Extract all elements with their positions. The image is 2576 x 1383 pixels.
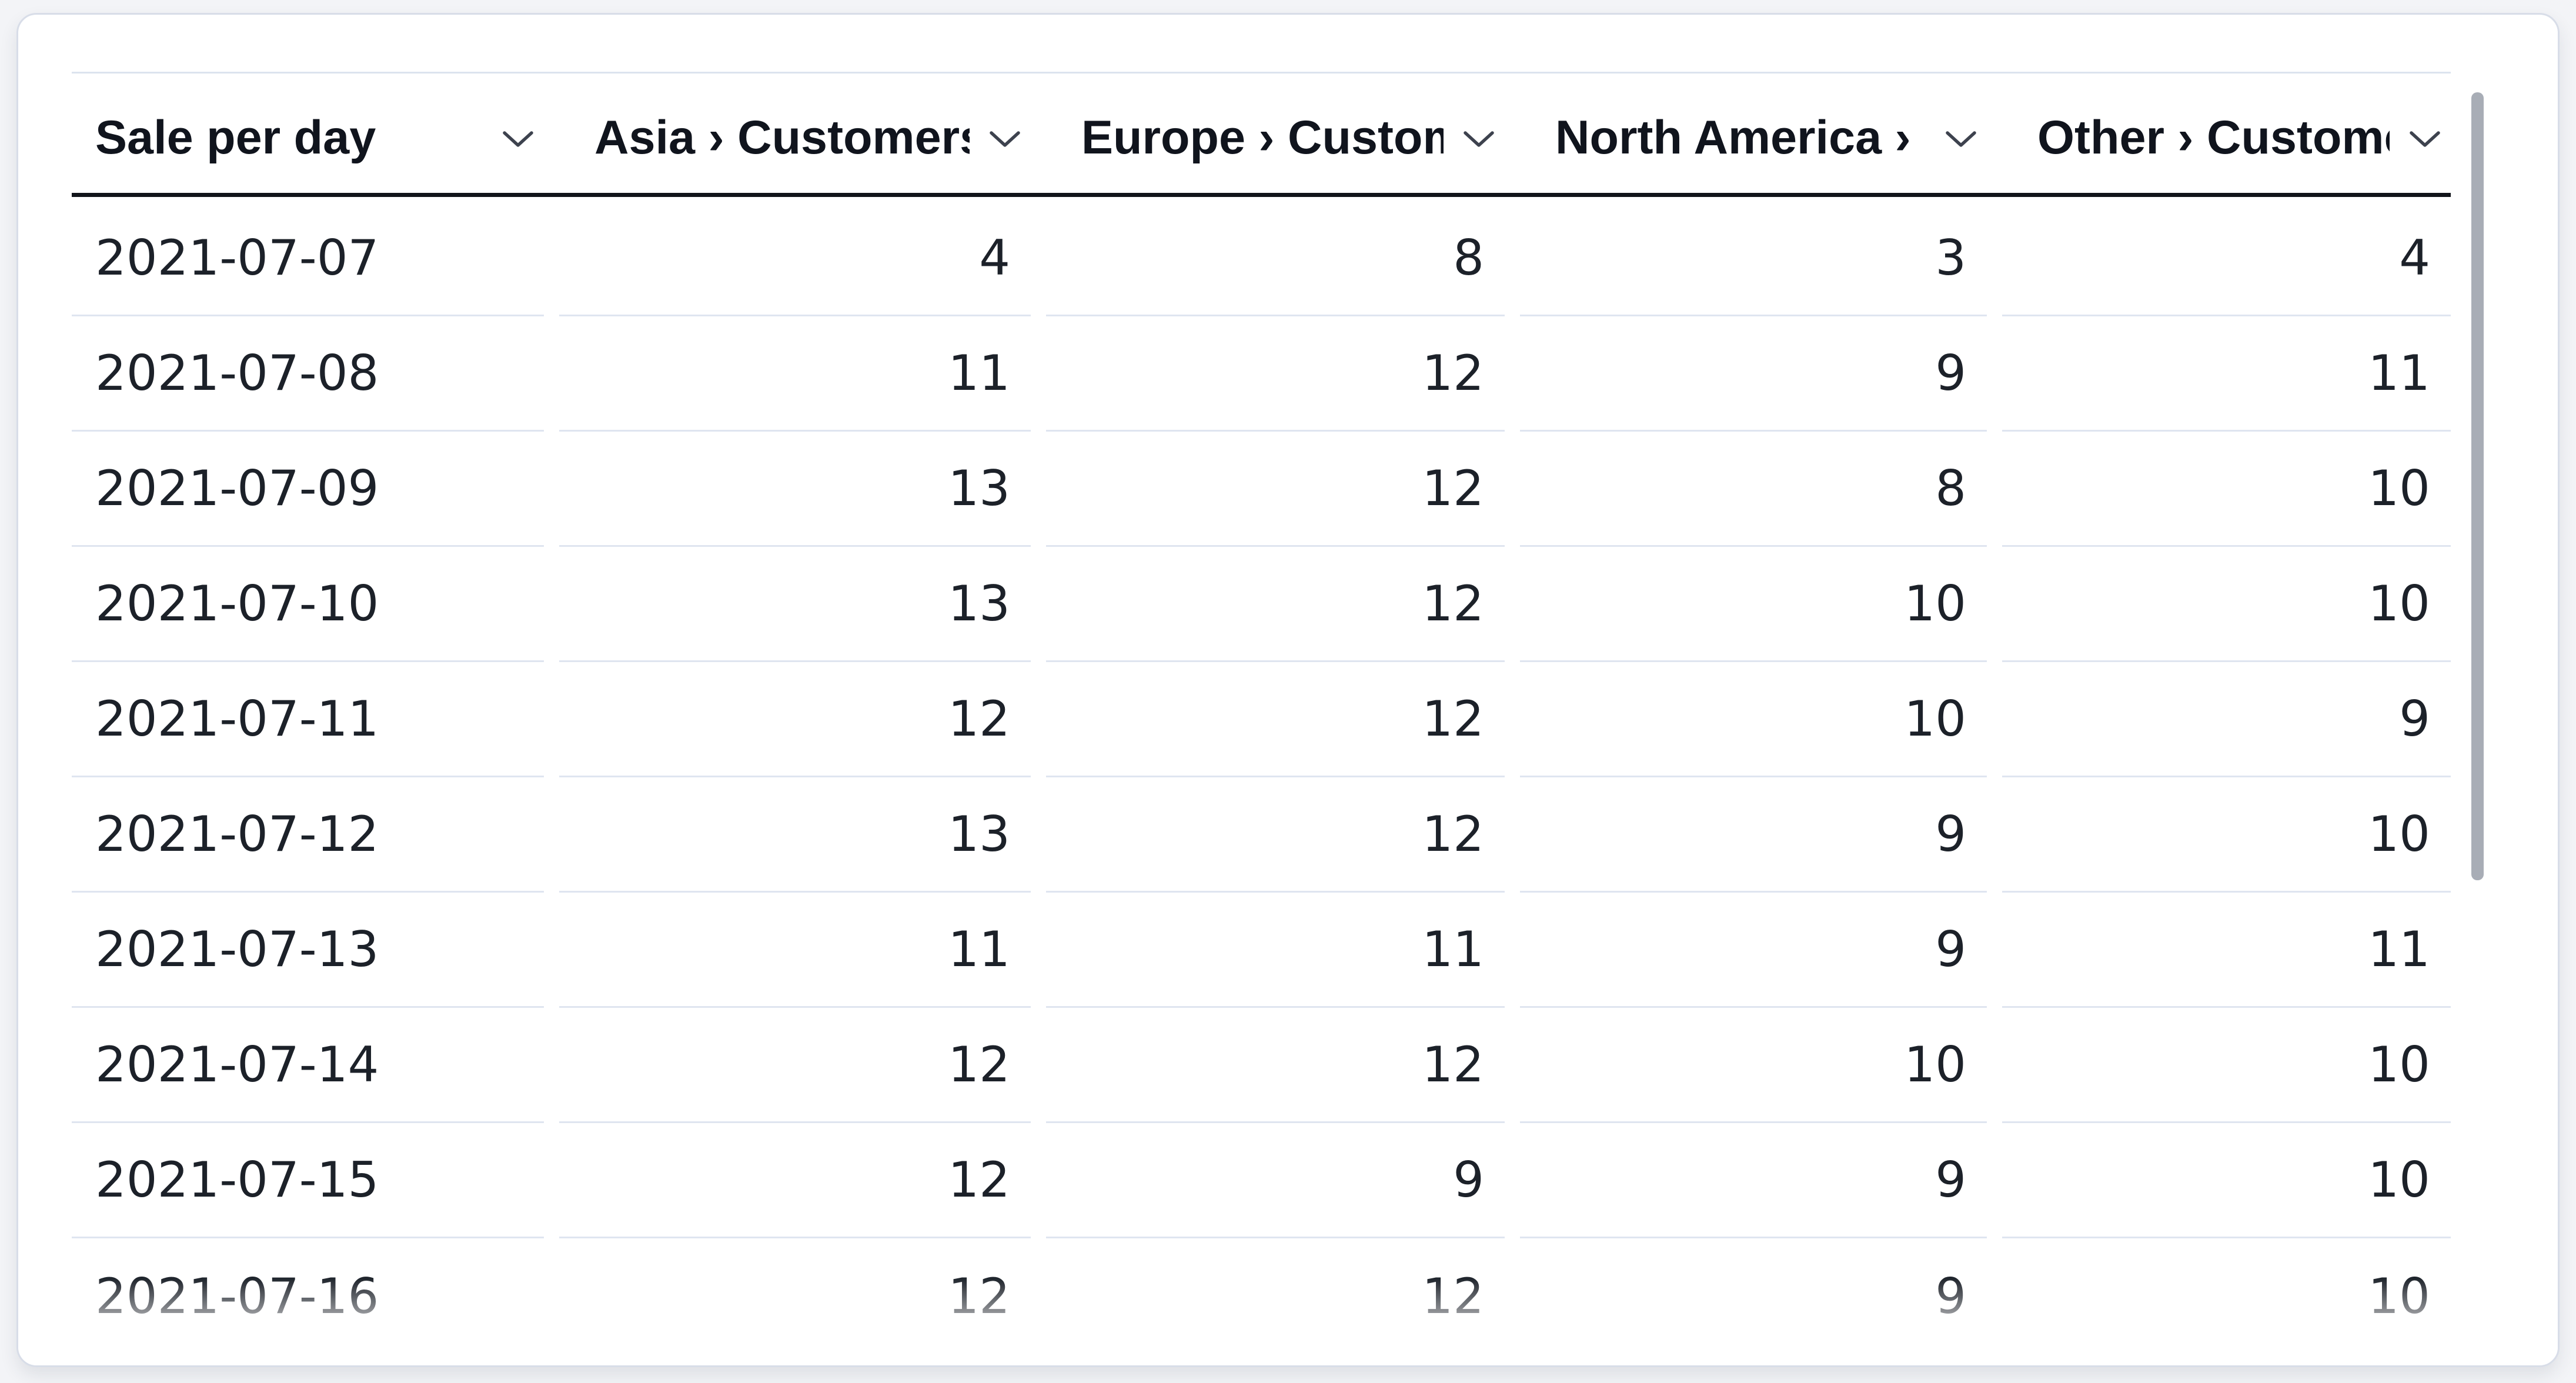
value-cell: 12	[559, 1008, 1031, 1123]
value-cell: 10	[2002, 777, 2451, 893]
value-cell: 10	[2002, 432, 2451, 547]
value-cell: 10	[2002, 1008, 2451, 1123]
value-cell: 12	[559, 662, 1031, 777]
value-cell: 9	[2002, 662, 2451, 777]
date-cell: 2021-07-11	[72, 662, 544, 777]
value-cell: 11	[559, 893, 1031, 1008]
date-cell: 2021-07-08	[72, 316, 544, 432]
date-cell: 2021-07-12	[72, 777, 544, 893]
table-card: Sale per day Asia › Customers Europe › Cus…	[16, 13, 2560, 1367]
value-cell: 12	[1046, 1008, 1505, 1123]
value-cell: 3	[1520, 201, 1987, 316]
date-cell: 2021-07-07	[72, 201, 544, 316]
table-row: 2021-07-16 12 12 9 10	[72, 1238, 2451, 1354]
value-cell: 10	[1520, 547, 1987, 662]
column-header-label: North America › Customers	[1555, 111, 1926, 164]
value-cell: 12	[1046, 777, 1505, 893]
value-cell: 4	[559, 201, 1031, 316]
value-cell: 9	[1520, 1123, 1987, 1238]
table-row: 2021-07-10 13 12 10 10	[72, 547, 2451, 662]
column-header-breakout-4[interactable]: Other › Customers	[2002, 74, 2451, 193]
value-cell: 9	[1520, 893, 1987, 1008]
date-cell: 2021-07-09	[72, 432, 544, 547]
table-header-row: Sale per day Asia › Customers Europe › Cus…	[72, 72, 2451, 197]
table-row: 2021-07-11 12 12 10 9	[72, 662, 2451, 777]
chevron-down-icon[interactable]	[502, 129, 534, 148]
value-cell: 9	[1520, 777, 1987, 893]
value-cell: 10	[2002, 1123, 2451, 1238]
date-cell: 2021-07-16	[95, 1267, 379, 1325]
date-cell: 2021-07-10	[72, 547, 544, 662]
value-cell: 9	[1046, 1123, 1505, 1238]
value-cell: 10	[1520, 1008, 1987, 1123]
value-cell: 12	[1046, 432, 1505, 547]
value-cell: 12	[948, 1267, 1010, 1325]
value-cell: 13	[559, 777, 1031, 893]
value-cell: 4	[2002, 201, 2451, 316]
date-cell: 2021-07-13	[72, 893, 544, 1008]
value-cell: 13	[559, 547, 1031, 662]
table-row: 2021-07-07 4 8 3 4	[72, 201, 2451, 316]
value-cell: 12	[1046, 547, 1505, 662]
column-header-label: Asia › Customers	[594, 111, 970, 164]
value-cell: 11	[2002, 893, 2451, 1008]
chevron-down-icon[interactable]	[1944, 129, 1977, 148]
column-header-sale-per-day[interactable]: Sale per day	[72, 74, 544, 193]
value-cell: 11	[1046, 893, 1505, 1008]
column-header-label: Sale per day	[95, 111, 376, 164]
value-cell: 13	[559, 432, 1031, 547]
chevron-down-icon[interactable]	[2408, 129, 2441, 148]
value-cell: 12	[1422, 1267, 1484, 1325]
value-cell: 10	[2368, 1267, 2430, 1325]
value-cell: 10	[1520, 662, 1987, 777]
chevron-down-icon[interactable]	[1462, 129, 1495, 148]
value-cell: 12	[1046, 662, 1505, 777]
column-header-label: Other › Customers	[2037, 111, 2390, 164]
column-header-breakout-3[interactable]: North America › Customers	[1520, 74, 1987, 193]
value-cell: 9	[1935, 1267, 1966, 1325]
table-row: 2021-07-15 12 9 9 10	[72, 1123, 2451, 1238]
chevron-down-icon[interactable]	[988, 129, 1021, 148]
table-row: 2021-07-09 13 12 8 10	[72, 432, 2451, 547]
date-cell: 2021-07-15	[72, 1123, 544, 1238]
column-header-breakout-1[interactable]: Asia › Customers	[559, 74, 1031, 193]
value-cell: 8	[1520, 432, 1987, 547]
value-cell: 10	[2002, 547, 2451, 662]
column-header-label: Europe › Customers	[1081, 111, 1444, 164]
table-row: 2021-07-12 13 12 9 10	[72, 777, 2451, 893]
value-cell: 9	[1520, 316, 1987, 432]
table-body: 2021-07-07 4 8 3 4 2021-07-08 11 12 9 11 2021-07-0…	[72, 201, 2451, 1354]
value-cell: 11	[559, 316, 1031, 432]
date-cell: 2021-07-14	[72, 1008, 544, 1123]
table-row: 2021-07-14 12 12 10 10	[72, 1008, 2451, 1123]
table-row: 2021-07-13 11 11 9 11	[72, 893, 2451, 1008]
column-header-breakout-2[interactable]: Europe › Customers	[1046, 74, 1505, 193]
value-cell: 8	[1046, 201, 1505, 316]
value-cell: 12	[559, 1123, 1031, 1238]
value-cell: 12	[1046, 316, 1505, 432]
vertical-scrollbar-thumb[interactable]	[2471, 92, 2484, 880]
value-cell: 11	[2002, 316, 2451, 432]
table-row: 2021-07-08 11 12 9 11	[72, 316, 2451, 432]
